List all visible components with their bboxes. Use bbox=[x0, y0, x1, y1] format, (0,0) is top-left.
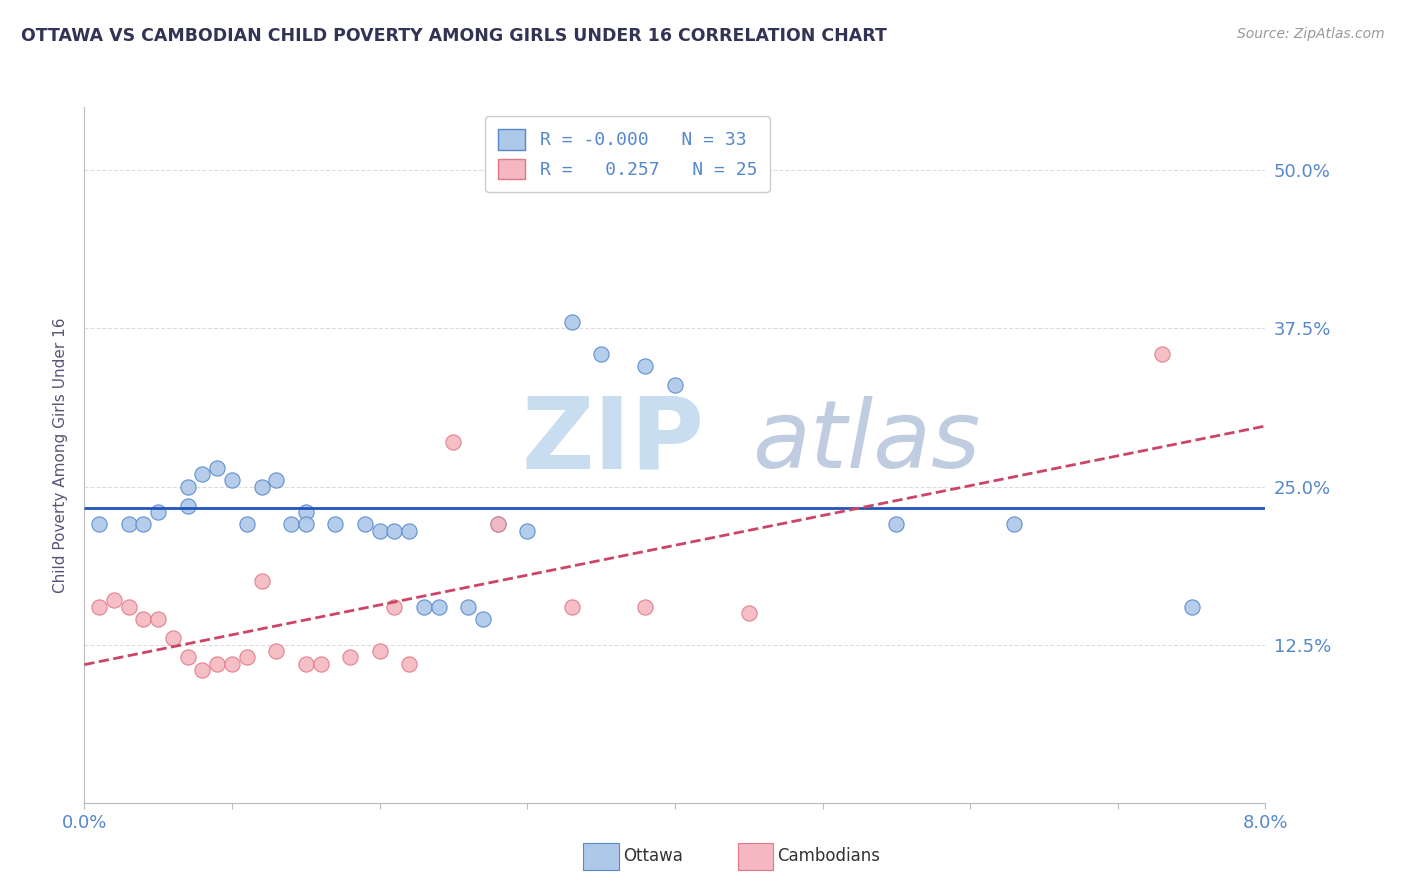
Point bbox=[191, 467, 214, 481]
Point bbox=[87, 599, 111, 614]
Point bbox=[486, 517, 509, 532]
Point bbox=[250, 574, 273, 589]
Legend: R = -0.000   N = 33, R =   0.257   N = 25: R = -0.000 N = 33, R = 0.257 N = 25 bbox=[485, 116, 770, 192]
Point bbox=[148, 612, 170, 626]
Point bbox=[443, 435, 465, 450]
Point bbox=[87, 517, 111, 532]
Point bbox=[664, 378, 686, 392]
Point bbox=[103, 593, 125, 607]
Point bbox=[737, 606, 759, 620]
Y-axis label: Child Poverty Among Girls Under 16: Child Poverty Among Girls Under 16 bbox=[52, 318, 67, 592]
Text: OTTAWA VS CAMBODIAN CHILD POVERTY AMONG GIRLS UNDER 16 CORRELATION CHART: OTTAWA VS CAMBODIAN CHILD POVERTY AMONG … bbox=[21, 27, 887, 45]
Point bbox=[177, 499, 200, 513]
Point bbox=[295, 517, 318, 532]
Point bbox=[516, 524, 538, 538]
Point bbox=[118, 517, 141, 532]
Point bbox=[634, 599, 657, 614]
Point bbox=[280, 517, 302, 532]
Point bbox=[634, 359, 657, 374]
Point bbox=[264, 644, 288, 658]
Point bbox=[162, 632, 184, 646]
Point bbox=[398, 524, 420, 538]
Text: atlas: atlas bbox=[752, 395, 980, 486]
Point bbox=[1150, 347, 1173, 361]
Point bbox=[177, 650, 200, 665]
Point bbox=[235, 517, 259, 532]
Point bbox=[591, 347, 613, 361]
Point bbox=[264, 473, 288, 487]
Point bbox=[457, 599, 479, 614]
Point bbox=[886, 517, 908, 532]
Point bbox=[309, 657, 332, 671]
Text: Ottawa: Ottawa bbox=[623, 847, 683, 865]
Point bbox=[221, 657, 243, 671]
Point bbox=[295, 505, 318, 519]
Point bbox=[132, 517, 155, 532]
Point bbox=[1004, 517, 1026, 532]
Point bbox=[354, 517, 377, 532]
Point bbox=[427, 599, 450, 614]
Point bbox=[398, 657, 420, 671]
Point bbox=[486, 517, 509, 532]
Point bbox=[382, 524, 406, 538]
Point bbox=[235, 650, 259, 665]
Point bbox=[323, 517, 347, 532]
Point bbox=[205, 460, 228, 475]
Point bbox=[148, 505, 170, 519]
Point bbox=[118, 599, 141, 614]
Point bbox=[382, 599, 406, 614]
Point bbox=[132, 612, 155, 626]
Point bbox=[205, 657, 228, 671]
Point bbox=[413, 599, 436, 614]
Text: Source: ZipAtlas.com: Source: ZipAtlas.com bbox=[1237, 27, 1385, 41]
Point bbox=[191, 663, 214, 677]
Point bbox=[368, 524, 391, 538]
Point bbox=[250, 479, 273, 493]
Point bbox=[560, 599, 583, 614]
Text: Cambodians: Cambodians bbox=[778, 847, 880, 865]
Point bbox=[472, 612, 495, 626]
Point bbox=[339, 650, 361, 665]
Point bbox=[221, 473, 243, 487]
Point bbox=[368, 644, 391, 658]
Point bbox=[560, 315, 583, 329]
Point bbox=[1180, 599, 1202, 614]
Text: ZIP: ZIP bbox=[522, 392, 704, 490]
Point bbox=[295, 657, 318, 671]
Point bbox=[177, 479, 200, 493]
